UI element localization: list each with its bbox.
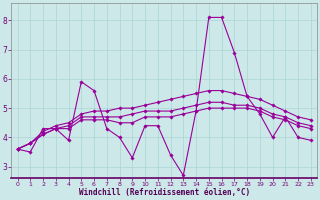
X-axis label: Windchill (Refroidissement éolien,°C): Windchill (Refroidissement éolien,°C) xyxy=(79,188,250,197)
